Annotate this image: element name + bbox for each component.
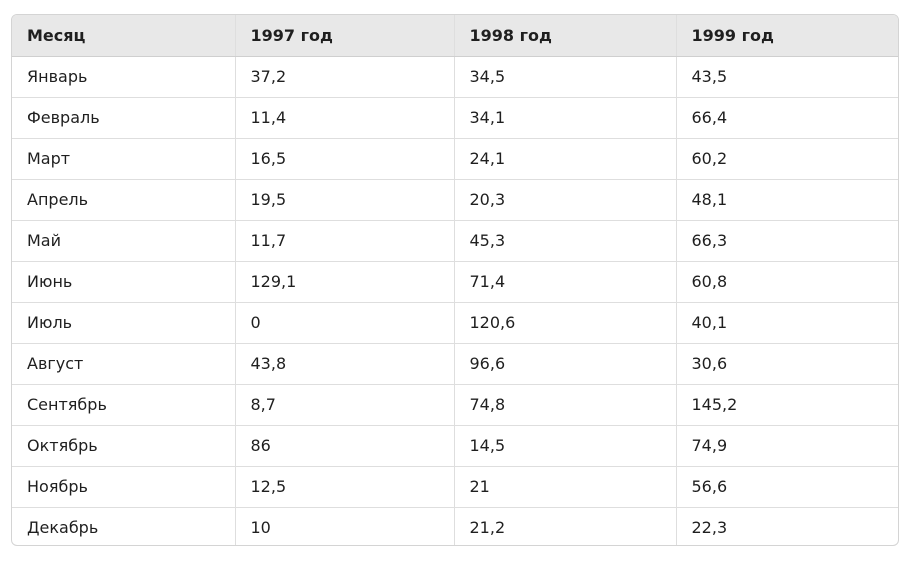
cell-month: Декабрь: [12, 506, 235, 545]
cell-1999: 43,5: [675, 56, 898, 97]
table-row: Июнь 129,1 71,4 60,8: [12, 260, 898, 302]
header-1998: 1998 год: [453, 15, 676, 57]
cell-1998: 14,5: [453, 424, 676, 466]
cell-month: Февраль: [12, 96, 235, 138]
cell-month: Май: [12, 219, 235, 261]
cell-1998: 45,3: [453, 219, 676, 261]
cell-1998: 20,3: [453, 178, 676, 220]
table-body: Январь 37,2 34,5 43,5 Февраль 11,4 34,1 66,4 Мар…: [12, 56, 898, 545]
cell-1998: 71,4: [453, 260, 676, 302]
cell-month: Сентябрь: [12, 383, 235, 425]
cell-1997: 8,7: [234, 383, 454, 425]
table-row: Май 11,7 45,3 66,3: [12, 219, 898, 261]
cell-1997: 11,7: [234, 219, 454, 261]
cell-1998: 21,2: [453, 506, 676, 545]
header-1999: 1999 год: [675, 15, 898, 57]
cell-month: Июль: [12, 301, 235, 343]
cell-month: Март: [12, 137, 235, 179]
table-row: Сентябрь 8,7 74,8 145,2: [12, 383, 898, 425]
cell-1998: 34,1: [453, 96, 676, 138]
cell-1998: 120,6: [453, 301, 676, 343]
cell-1999: 40,1: [675, 301, 898, 343]
table-header: Месяц 1997 год 1998 год 1999 год: [12, 15, 898, 57]
cell-1997: 11,4: [234, 96, 454, 138]
header-row: Месяц 1997 год 1998 год 1999 год: [12, 15, 898, 57]
table-row: Октябрь 86 14,5 74,9: [12, 424, 898, 466]
cell-1997: 19,5: [234, 178, 454, 220]
table-row: Июль 0 120,6 40,1: [12, 301, 898, 343]
table-row: Февраль 11,4 34,1 66,4: [12, 96, 898, 138]
cell-month: Апрель: [12, 178, 235, 220]
cell-1997: 0: [234, 301, 454, 343]
cell-month: Январь: [27, 67, 88, 86]
cell-1999: 48,1: [675, 178, 898, 220]
table-row: Ноябрь 12,5 21 56,6: [12, 465, 898, 507]
table-row: Январь 37,2 34,5 43,5: [12, 56, 898, 97]
data-table-container: Месяц 1997 год 1998 год 1999 год Январь 3…: [11, 14, 899, 546]
cell-1997: 129,1: [234, 260, 454, 302]
cell-month: Август: [12, 342, 235, 384]
cell-month: Июнь: [12, 260, 235, 302]
header-month: Месяц: [12, 15, 235, 57]
cell-month: Октябрь: [12, 424, 235, 466]
cell-1997: 37,2: [234, 56, 454, 97]
table-row: Апрель 19,5 20,3 48,1: [12, 178, 898, 220]
cell-1998: 74,8: [453, 383, 676, 425]
cell-1999: 74,9: [675, 424, 898, 466]
cell-1999: 22,3: [675, 506, 898, 545]
table-row: Декабрь 10 21,2 22,3: [12, 506, 898, 545]
cell-1997: 16,5: [234, 137, 454, 179]
cell-1997: 43,8: [234, 342, 454, 384]
table-row: Август 43,8 96,6 30,6: [12, 342, 898, 384]
cell-1998: 96,6: [453, 342, 676, 384]
cell-1999: 56,6: [675, 465, 898, 507]
cell-month: Ноябрь: [12, 465, 235, 507]
cell-1998: 24,1: [453, 137, 676, 179]
cell-1998: 21: [453, 465, 676, 507]
cell-1999: 66,4: [675, 96, 898, 138]
cell-1998: 34,5: [453, 56, 676, 97]
cell-1999: 60,8: [675, 260, 898, 302]
cell-1997: 10: [234, 506, 454, 545]
cell-1997: 12,5: [234, 465, 454, 507]
cell-1999: 66,3: [675, 219, 898, 261]
table-row: Март 16,5 24,1 60,2: [12, 137, 898, 179]
header-1997: 1997 год: [234, 15, 454, 57]
cell-1999: 30,6: [675, 342, 898, 384]
cell-1999: 60,2: [675, 137, 898, 179]
cell-1999: 145,2: [675, 383, 898, 425]
data-table: Месяц 1997 год 1998 год 1999 год Январь 3…: [12, 15, 898, 545]
cell-1997: 86: [234, 424, 454, 466]
